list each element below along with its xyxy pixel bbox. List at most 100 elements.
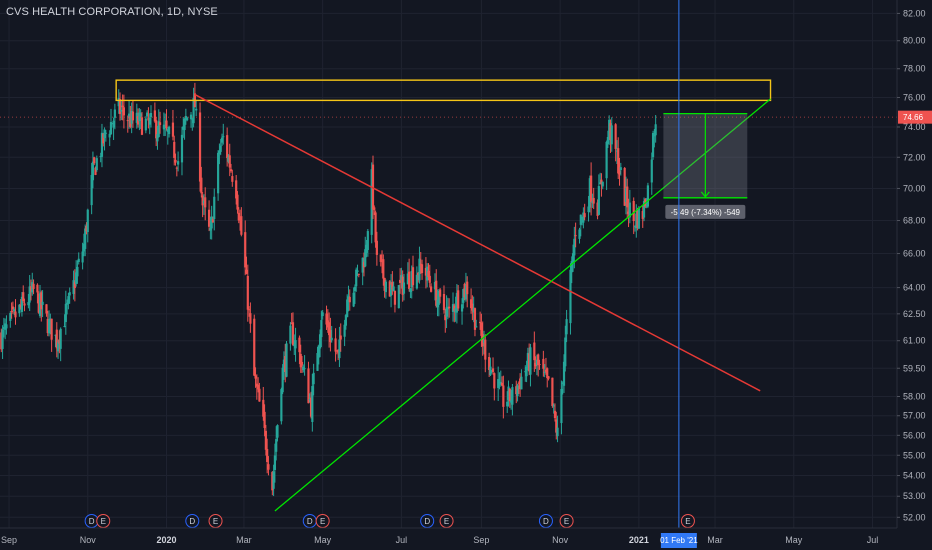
candle-body xyxy=(1,329,4,349)
candle xyxy=(136,108,140,128)
candle xyxy=(200,166,203,198)
candle-body xyxy=(344,315,347,326)
candle-body xyxy=(191,118,194,120)
price-axis-label: 55.00 xyxy=(903,450,926,460)
dividend-marker: D xyxy=(185,514,200,528)
candle xyxy=(437,289,440,317)
candle xyxy=(393,290,397,313)
candle-body xyxy=(489,366,492,376)
candle-body xyxy=(500,382,504,386)
candle xyxy=(389,274,393,308)
candle-body xyxy=(29,286,33,292)
candle xyxy=(81,242,84,270)
candle-body xyxy=(473,308,477,330)
candle xyxy=(484,334,487,373)
candle xyxy=(91,151,95,189)
price-axis-label: 58.00 xyxy=(903,392,926,402)
candle xyxy=(418,246,421,284)
candle-body xyxy=(22,292,25,302)
candle xyxy=(588,175,591,213)
candle-body xyxy=(597,186,600,215)
candle xyxy=(129,105,132,129)
candle-body xyxy=(389,284,393,296)
candle-body xyxy=(63,326,66,328)
candle xyxy=(490,370,493,374)
candle xyxy=(552,403,555,414)
candle-body xyxy=(290,323,293,325)
candle-body xyxy=(184,115,187,120)
measure-arrow-head xyxy=(700,191,710,198)
candle-body xyxy=(5,324,8,329)
candle xyxy=(479,311,482,330)
candle-body xyxy=(32,283,35,289)
candle xyxy=(2,317,5,338)
candle-body xyxy=(574,235,577,237)
candle xyxy=(618,157,621,186)
candle xyxy=(489,357,492,377)
candle xyxy=(373,205,376,216)
price-axis-label: 52.00 xyxy=(903,512,926,522)
candle-body xyxy=(77,258,80,262)
candle xyxy=(73,269,76,302)
candle-body xyxy=(546,368,549,379)
candle xyxy=(366,229,369,257)
candle-body xyxy=(130,110,133,124)
candle xyxy=(415,266,418,290)
candle xyxy=(436,289,439,317)
candle-body xyxy=(307,368,310,404)
candle-body xyxy=(67,296,70,304)
candle xyxy=(553,403,557,422)
candle xyxy=(329,317,332,352)
candle xyxy=(28,275,31,312)
candle xyxy=(499,370,502,387)
candle-body xyxy=(352,292,355,307)
candle-body xyxy=(556,427,559,437)
candle-body xyxy=(356,270,359,273)
candle-body xyxy=(497,379,500,388)
candle xyxy=(40,290,43,322)
candle xyxy=(49,313,52,335)
candle-body xyxy=(263,411,266,428)
candle-body xyxy=(180,134,184,163)
candle xyxy=(210,205,213,240)
candle-body xyxy=(623,168,626,206)
candle xyxy=(399,268,402,294)
candle-body xyxy=(37,293,40,313)
candle-body xyxy=(329,330,332,342)
candle xyxy=(330,325,333,343)
candle xyxy=(646,182,650,209)
candle-body xyxy=(13,309,16,312)
candle-body xyxy=(285,343,288,377)
candle xyxy=(120,101,123,121)
candle xyxy=(108,130,111,147)
dividend-marker: D xyxy=(302,514,317,528)
price-axis-label: 80.00 xyxy=(903,36,926,46)
candle-body xyxy=(587,206,590,213)
candle xyxy=(4,318,7,340)
ascending-trendline xyxy=(274,98,771,512)
candle-body xyxy=(529,347,532,375)
candle xyxy=(427,263,430,281)
candle-body xyxy=(209,228,212,231)
candle-body xyxy=(364,249,367,267)
candle-body xyxy=(86,209,89,233)
candle-body xyxy=(446,306,449,310)
candle-body xyxy=(401,276,404,295)
candle xyxy=(420,259,424,280)
time-axis-labels: Sep Nov 2020 Mar May Jul Sep Nov 2021 Mar May Jul xyxy=(1,535,878,545)
candle-body xyxy=(303,368,306,370)
candle-body xyxy=(219,145,222,152)
candle xyxy=(511,383,514,416)
candle xyxy=(561,381,564,395)
candle xyxy=(317,344,320,365)
candle xyxy=(67,292,70,310)
candle xyxy=(628,189,631,224)
event-marker-label: D xyxy=(89,517,95,526)
candle-body xyxy=(31,282,34,293)
candle-body xyxy=(420,264,424,274)
candle xyxy=(380,250,384,274)
candle xyxy=(86,208,89,243)
candle xyxy=(528,343,531,376)
candle-body xyxy=(397,285,400,309)
